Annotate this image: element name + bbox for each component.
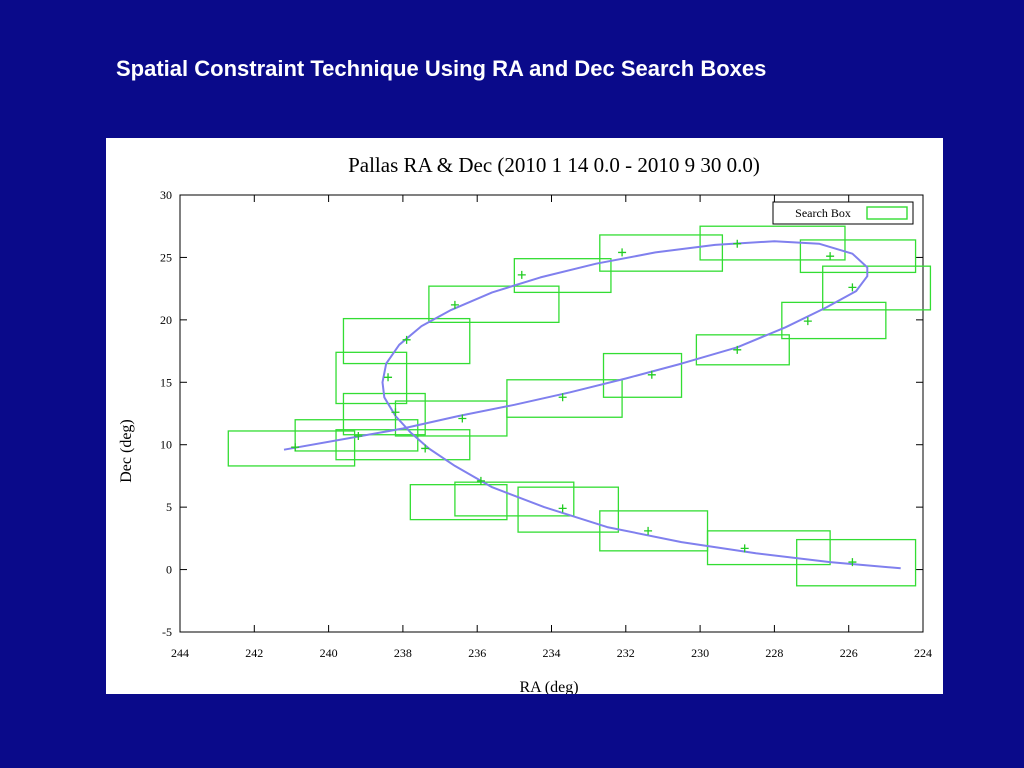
- chart-title: Pallas RA & Dec (2010 1 14 0.0 - 2010 9 …: [348, 153, 760, 177]
- legend: Search Box: [772, 201, 914, 225]
- slide-title: Spatial Constraint Technique Using RA an…: [116, 56, 767, 81]
- position-marker: [826, 252, 835, 261]
- chart-figure: Pallas RA & Dec (2010 1 14 0.0 - 2010 9 …: [106, 138, 943, 694]
- search-box: [796, 538, 917, 587]
- search-box: [699, 225, 846, 261]
- search-box: [454, 481, 575, 517]
- search-box: [409, 484, 508, 521]
- search-box: [335, 429, 471, 461]
- search-box: [799, 239, 917, 274]
- search-box: [394, 400, 508, 437]
- x-tick-label: 236: [468, 646, 486, 660]
- position-marker: [354, 431, 363, 440]
- search-box: [335, 351, 408, 405]
- search-box: [428, 285, 560, 324]
- position-marker: [384, 373, 393, 382]
- trajectory-line: [283, 240, 901, 570]
- legend-swatch: [866, 206, 908, 220]
- y-tick-label: 20: [160, 313, 172, 327]
- position-marker: [733, 239, 742, 248]
- x-tick-label: 238: [394, 646, 412, 660]
- position-marker: [618, 248, 627, 257]
- search-box: [513, 258, 612, 294]
- position-marker: [450, 300, 459, 309]
- x-tick-label: 224: [914, 646, 932, 660]
- y-tick-label: 30: [160, 188, 172, 202]
- plot-area: 244 242 240 238 236 234 232 230 228 226 224 -5 0 5 10 1…: [160, 188, 932, 660]
- y-tick-label: 0: [166, 563, 172, 577]
- position-marker: [848, 558, 857, 567]
- search-box: [599, 234, 724, 272]
- position-marker: [391, 408, 400, 417]
- search-box: [517, 486, 620, 533]
- x-tick-label: 228: [765, 646, 783, 660]
- position-marker: [644, 526, 653, 535]
- position-marker: [421, 444, 430, 453]
- position-marker: [733, 345, 742, 354]
- legend-label: Search Box: [795, 206, 851, 220]
- y-tick-label: 25: [160, 250, 172, 264]
- x-tick-label: 240: [320, 646, 338, 660]
- x-tick-label: 244: [171, 646, 189, 660]
- position-marker: [647, 370, 656, 379]
- position-marker: [848, 283, 857, 292]
- x-tick-label: 230: [691, 646, 709, 660]
- x-tick-label: 226: [840, 646, 858, 660]
- position-marker: [517, 270, 526, 279]
- search-box: [342, 392, 426, 436]
- chart-svg: Pallas RA & Dec (2010 1 14 0.0 - 2010 9 …: [118, 153, 932, 694]
- y-axis-label: Dec (deg): [118, 419, 135, 483]
- x-tick-label: 234: [543, 646, 561, 660]
- y-tick-label: 10: [160, 438, 172, 452]
- search-box: [602, 352, 683, 398]
- position-marker: [558, 393, 567, 402]
- position-marker: [558, 504, 567, 513]
- x-axis-label: RA (deg): [519, 679, 578, 694]
- position-marker: [476, 476, 485, 485]
- search-box: [227, 430, 356, 467]
- search-box: [506, 379, 623, 418]
- x-tick-label: 242: [245, 646, 263, 660]
- position-marker: [740, 544, 749, 553]
- x-tick-label: 232: [617, 646, 635, 660]
- position-marker: [458, 414, 467, 423]
- y-tick-label: 15: [160, 375, 172, 389]
- search-box: [706, 530, 831, 566]
- position-marker: [803, 317, 812, 326]
- search-box: [599, 510, 709, 552]
- y-tick-label: 5: [166, 500, 172, 514]
- position-marker: [402, 335, 411, 344]
- y-tick-label: -5: [162, 625, 172, 639]
- search-box: [822, 265, 932, 311]
- position-marker: [291, 443, 300, 452]
- search-box: [695, 334, 790, 366]
